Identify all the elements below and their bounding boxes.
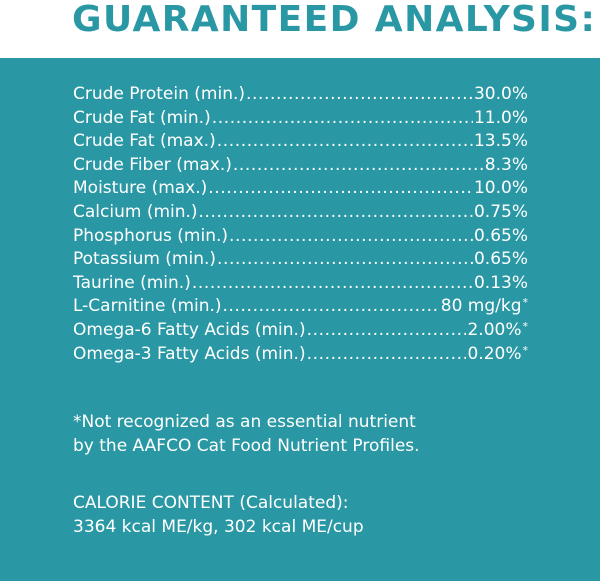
nutrient-value: 0.20% bbox=[467, 343, 522, 364]
nutrient-value: 0.75% bbox=[473, 201, 528, 222]
dot-leader bbox=[246, 83, 473, 107]
analysis-row: Crude Fat (min.) 11.0% bbox=[73, 107, 528, 131]
dot-leader bbox=[223, 295, 440, 319]
analysis-row: Moisture (max.) 10.0% bbox=[73, 177, 528, 201]
nutrient-label: Omega-6 Fatty Acids (min.) bbox=[73, 319, 306, 340]
header: GUARANTEED ANALYSIS: bbox=[0, 0, 600, 58]
nutrient-value: 2.00% bbox=[467, 319, 522, 340]
footnote-marker: * bbox=[522, 296, 529, 310]
analysis-row: Crude Fiber (max.) 8.3% bbox=[73, 154, 528, 178]
nutrient-value: 30.0% bbox=[473, 84, 528, 104]
dot-leader bbox=[217, 130, 473, 154]
dot-leader bbox=[192, 272, 473, 296]
analysis-row: Phosphorus (min.) 0.65% bbox=[73, 225, 528, 249]
dot-leader bbox=[212, 107, 473, 131]
footnote-marker: * bbox=[522, 319, 529, 333]
calorie-heading: CALORIE CONTENT (Calculated): bbox=[73, 493, 349, 513]
footnote-line-2: by the AAFCO Cat Food Nutrient Profiles. bbox=[73, 436, 420, 456]
nutrient-label: Potassium (min.) bbox=[73, 249, 217, 270]
nutrient-label: L-Carnitine (min.) bbox=[73, 296, 222, 317]
calorie-values: 3364 kcal ME/kg, 302 kcal ME/cup bbox=[73, 517, 364, 537]
nutrient-label: Taurine (min.) bbox=[73, 272, 191, 293]
dot-leader bbox=[307, 319, 467, 343]
nutrient-label: Moisture (max.) bbox=[73, 178, 208, 199]
nutrient-label: Phosphorus (min.) bbox=[73, 225, 229, 246]
analysis-row: Potassium (min.) 0.65% bbox=[73, 248, 528, 272]
analysis-row: Taurine (min.) 0.13% bbox=[73, 272, 528, 296]
footnote-line-1: *Not recognized as an essential nutrient bbox=[73, 412, 416, 432]
nutrient-value: 11.0% bbox=[473, 107, 528, 128]
calorie-content: CALORIE CONTENT (Calculated): 3364 kcal … bbox=[73, 491, 543, 539]
nutrient-label: Crude Fat (min.) bbox=[73, 107, 211, 128]
dot-leader bbox=[208, 177, 473, 201]
analysis-row: Calcium (min.) 0.75% bbox=[73, 201, 528, 225]
footnote-marker: * bbox=[522, 343, 529, 357]
dot-leader bbox=[229, 225, 473, 249]
nutrient-value: 0.13% bbox=[473, 272, 528, 293]
dot-leader bbox=[199, 201, 473, 225]
analysis-row: Omega-3 Fatty Acids (min.) 0.20%* bbox=[73, 343, 528, 367]
nutrient-label: Crude Fiber (max.) bbox=[73, 154, 232, 175]
page-title: GUARANTEED ANALYSIS: bbox=[72, 0, 597, 40]
nutrient-label: Calcium (min.) bbox=[73, 201, 198, 222]
nutrient-value: 13.5% bbox=[473, 131, 528, 152]
analysis-row: Omega-6 Fatty Acids (min.) 2.00%* bbox=[73, 319, 528, 343]
nutrient-label: Omega-3 Fatty Acids (min.) bbox=[73, 343, 306, 364]
dot-leader bbox=[307, 343, 467, 367]
analysis-table: Crude Protein (min.) 30.0% Crude Fat (min.… bbox=[73, 83, 528, 366]
analysis-row: Crude Fat (max.) 13.5% bbox=[73, 130, 528, 154]
dot-leader bbox=[217, 248, 473, 272]
nutrient-label: Crude Fat (max.) bbox=[73, 131, 216, 152]
nutrient-value: 8.3% bbox=[484, 154, 528, 175]
analysis-row: L-Carnitine (min.) 80 mg/kg* bbox=[73, 295, 528, 319]
nutrient-value: 0.65% bbox=[473, 249, 528, 270]
nutrient-value: 0.65% bbox=[473, 225, 528, 246]
footnote: *Not recognized as an essential nutrient… bbox=[73, 410, 543, 458]
dot-leader bbox=[233, 154, 484, 178]
nutrient-value: 10.0% bbox=[473, 178, 528, 199]
analysis-row: Crude Protein (min.) 30.0% bbox=[73, 83, 528, 107]
nutrient-label: Crude Protein (min.) bbox=[73, 84, 246, 104]
nutrient-value: 80 mg/kg bbox=[440, 296, 522, 317]
